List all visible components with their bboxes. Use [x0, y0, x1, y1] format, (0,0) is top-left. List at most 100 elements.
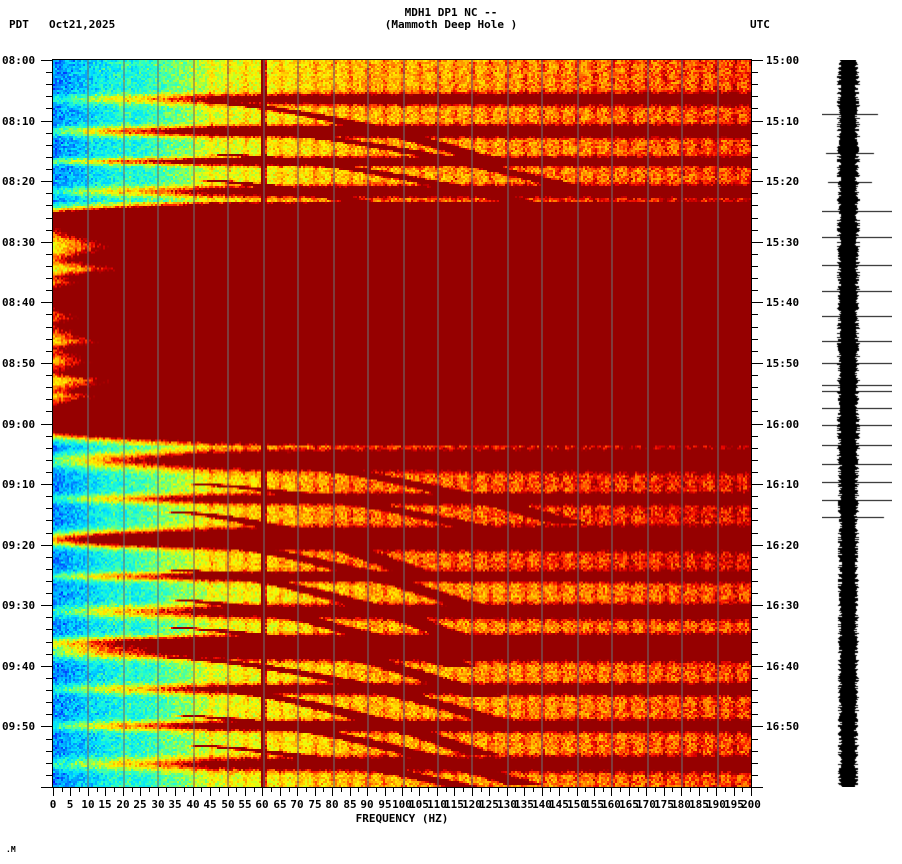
seismogram-canvas — [822, 60, 892, 787]
freq-tick-label: 35 — [168, 798, 182, 811]
freq-tick-label: 105 — [409, 798, 429, 811]
time-tick-minor-left — [46, 775, 53, 776]
freq-tick-major — [123, 787, 124, 796]
time-tick-major-left — [41, 545, 53, 546]
time-tick-minor-right — [751, 399, 758, 400]
time-label-utc: 16:10 — [766, 478, 800, 491]
freq-tick-minor — [428, 787, 429, 792]
spectrogram-plot[interactable] — [53, 60, 751, 787]
freq-tick-major — [315, 787, 316, 796]
time-tick-major-left — [41, 484, 53, 485]
time-tick-minor-left — [46, 460, 53, 461]
freq-tick-minor — [132, 787, 133, 792]
freq-tick-label: 170 — [636, 798, 656, 811]
time-tick-major-right — [751, 484, 763, 485]
time-tick-minor-left — [46, 751, 53, 752]
freq-tick-major — [158, 787, 159, 796]
freq-tick-label: 80 — [325, 798, 339, 811]
freq-tick-label: 40 — [186, 798, 200, 811]
freq-tick-major — [507, 787, 508, 796]
time-tick-major-left — [41, 605, 53, 606]
freq-tick-minor — [236, 787, 237, 792]
time-label-utc: 16:20 — [766, 539, 800, 552]
freq-tick-label: 150 — [567, 798, 587, 811]
time-tick-minor-left — [46, 205, 53, 206]
freq-tick-minor — [271, 787, 272, 792]
time-tick-minor-left — [46, 254, 53, 255]
freq-tick-major — [88, 787, 89, 796]
time-tick-minor-right — [751, 472, 758, 473]
time-tick-minor-right — [751, 387, 758, 388]
freq-tick-major — [419, 787, 420, 796]
freq-tick-minor — [201, 787, 202, 792]
freq-tick-major — [367, 787, 368, 796]
time-tick-minor-left — [46, 108, 53, 109]
time-tick-minor-right — [751, 108, 758, 109]
freq-tick-major — [245, 787, 246, 796]
freq-tick-major — [751, 787, 752, 796]
time-tick-minor-left — [46, 508, 53, 509]
freq-tick-minor — [533, 787, 534, 792]
time-label-pdt: 08:00 — [2, 54, 36, 67]
freq-tick-label: 110 — [427, 798, 447, 811]
time-tick-minor-right — [751, 290, 758, 291]
freq-tick-label: 15 — [98, 798, 112, 811]
time-tick-minor-left — [46, 193, 53, 194]
freq-tick-major — [611, 787, 612, 796]
time-tick-minor-left — [46, 436, 53, 437]
time-tick-minor-right — [751, 339, 758, 340]
time-tick-minor-right — [751, 278, 758, 279]
freq-tick-major — [175, 787, 176, 796]
station-title-line1: MDH1 DP1 NC -- — [404, 6, 498, 19]
freq-tick-minor — [585, 787, 586, 792]
freq-tick-minor — [568, 787, 569, 792]
time-tick-minor-left — [46, 351, 53, 352]
time-label-utc: 15:00 — [766, 54, 800, 67]
freq-tick-major — [262, 787, 263, 796]
freq-tick-minor — [114, 787, 115, 792]
freq-tick-label: 180 — [671, 798, 691, 811]
time-tick-major-left — [41, 424, 53, 425]
time-label-pdt: 09:30 — [2, 599, 36, 612]
freq-tick-minor — [97, 787, 98, 792]
time-label-utc: 15:20 — [766, 175, 800, 188]
freq-tick-major — [734, 787, 735, 796]
time-tick-minor-left — [46, 629, 53, 630]
freq-tick-minor — [79, 787, 80, 792]
time-tick-major-right — [751, 787, 763, 788]
time-tick-minor-right — [751, 508, 758, 509]
freq-tick-major — [70, 787, 71, 796]
time-label-utc: 15:50 — [766, 357, 800, 370]
time-tick-major-left — [41, 181, 53, 182]
time-tick-minor-right — [751, 460, 758, 461]
time-tick-minor-right — [751, 133, 758, 134]
freq-tick-label: 90 — [360, 798, 374, 811]
time-tick-minor-right — [751, 314, 758, 315]
freq-tick-label: 115 — [444, 798, 464, 811]
time-tick-major-right — [751, 60, 763, 61]
time-tick-minor-left — [46, 654, 53, 655]
time-tick-minor-right — [751, 230, 758, 231]
freq-tick-minor — [306, 787, 307, 792]
time-tick-minor-left — [46, 157, 53, 158]
freq-tick-minor — [638, 787, 639, 792]
freq-tick-label: 130 — [497, 798, 517, 811]
time-tick-minor-left — [46, 327, 53, 328]
time-tick-minor-left — [46, 533, 53, 534]
time-tick-minor-right — [751, 436, 758, 437]
freq-tick-minor — [219, 787, 220, 792]
freq-tick-major — [577, 787, 578, 796]
time-tick-major-left — [41, 787, 53, 788]
freq-tick-minor — [376, 787, 377, 792]
freq-tick-label: 95 — [378, 798, 392, 811]
time-tick-minor-left — [46, 375, 53, 376]
freq-tick-major — [524, 787, 525, 796]
freq-tick-label: 45 — [203, 798, 217, 811]
freq-tick-major — [472, 787, 473, 796]
time-tick-major-right — [751, 181, 763, 182]
freq-tick-label: 70 — [290, 798, 304, 811]
time-tick-minor-left — [46, 411, 53, 412]
time-tick-minor-right — [751, 218, 758, 219]
time-tick-minor-right — [751, 327, 758, 328]
